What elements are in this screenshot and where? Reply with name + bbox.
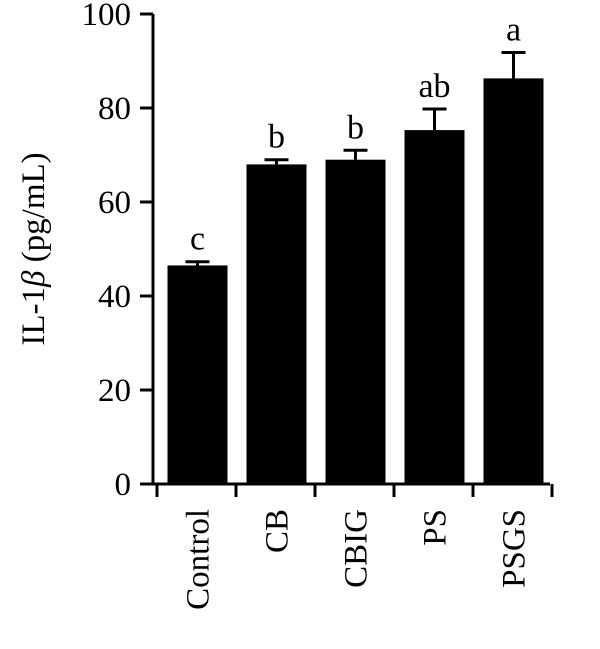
y-tick-label: 20 — [98, 373, 131, 409]
y-axis-title: IL-1β (pg/mL) — [16, 152, 52, 345]
y-axis-title-group: IL-1β (pg/mL) — [16, 152, 52, 345]
y-tick-label: 100 — [82, 0, 132, 33]
bar-cb — [246, 164, 307, 484]
y-axis: 0 20 40 60 80 100 — [82, 0, 155, 503]
bar-cbig — [325, 159, 386, 484]
y-axis-title-symbol: β — [16, 270, 52, 288]
significance-letter-cb: b — [268, 119, 285, 156]
y-tick-label: 0 — [115, 467, 132, 503]
category-labels: Control CB CBIG PS PSGS — [181, 509, 533, 610]
significance-letter-control: c — [190, 221, 205, 258]
significance-letter-psgs: a — [506, 12, 521, 49]
category-label-psgs: PSGS — [497, 509, 533, 588]
error-bars — [185, 51, 526, 266]
category-label-control: Control — [181, 509, 217, 610]
y-axis-title-unit: (pg/mL) — [16, 152, 52, 270]
y-axis-title-main: IL-1 — [16, 287, 52, 346]
significance-letters: c b b ab a — [190, 12, 521, 258]
y-tick-label: 60 — [98, 185, 131, 221]
y-tick-label: 80 — [98, 91, 131, 127]
y-tick-label: 40 — [98, 279, 131, 315]
bars — [167, 78, 544, 484]
significance-letter-ps: ab — [418, 68, 450, 105]
category-label-cbig: CBIG — [339, 509, 375, 588]
bar-psgs — [483, 78, 544, 484]
bar-ps — [404, 130, 465, 484]
bar-control — [167, 265, 228, 484]
x-axis — [151, 482, 554, 497]
significance-letter-cbig: b — [347, 109, 364, 146]
category-label-cb: CB — [260, 509, 296, 553]
category-label-ps: PS — [418, 509, 454, 546]
